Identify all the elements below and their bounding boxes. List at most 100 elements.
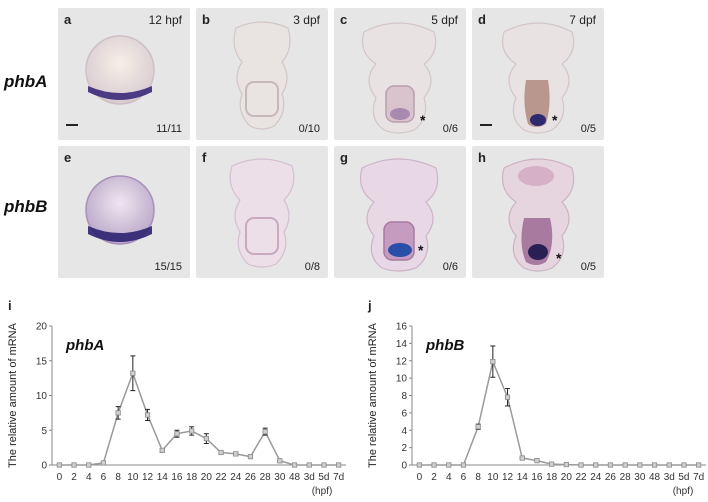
data-point	[490, 359, 496, 365]
panel-count: 0/6	[442, 123, 458, 135]
y-tick-label: 10	[396, 374, 408, 385]
y-tick-label: 20	[36, 322, 48, 333]
panel-letter: c	[340, 12, 348, 27]
panel-f: f 0/8	[196, 146, 328, 278]
y-tick-label: 14	[396, 339, 408, 350]
data-point	[563, 461, 569, 468]
series-line	[419, 359, 699, 466]
y-tick-label: 2	[401, 443, 407, 454]
x-tick-label: 14	[157, 472, 169, 483]
panel-letter: d	[478, 12, 486, 27]
x-tick-label: 12	[142, 472, 154, 483]
x-tick-label: 30	[274, 472, 286, 483]
x-tick-label: 20	[561, 472, 573, 483]
data-point	[218, 449, 224, 456]
data-point	[651, 462, 658, 468]
y-tick-label: 12	[396, 356, 408, 367]
data-point	[247, 454, 254, 460]
data-point	[86, 462, 92, 468]
x-tick-label: 6	[101, 472, 107, 483]
data-point	[666, 462, 672, 468]
panel-time: 12 hpf	[148, 13, 182, 27]
panel-letter: h	[478, 150, 486, 165]
chart-title: phbA	[65, 337, 104, 354]
panel-time: 5 dpf	[431, 13, 458, 27]
data-point	[71, 462, 77, 468]
embryo-image-a	[85, 35, 155, 105]
y-axis-label: The relative amount of mRNA	[367, 322, 379, 468]
data-point	[115, 410, 121, 416]
panel-d: d 7 dpf 0/5 *	[472, 8, 604, 140]
data-point	[291, 462, 298, 468]
x-tick-label: 26	[245, 472, 257, 483]
scale-bar	[66, 124, 78, 126]
larva-image-b	[233, 21, 291, 130]
panel-letter: e	[64, 150, 72, 165]
x-tick-label: 7d	[693, 472, 704, 483]
panel-count: 0/10	[298, 123, 320, 135]
larva-image-f	[229, 158, 295, 268]
panel-h: h 0/5 *	[472, 146, 604, 278]
x-tick-label: 0	[57, 472, 63, 483]
data-point	[233, 451, 239, 457]
chart-letter: j	[367, 298, 372, 313]
row-label-phba: phbA	[4, 72, 48, 91]
chart-letter: i	[8, 298, 12, 313]
data-point	[159, 447, 165, 454]
x-tick-label: 48	[289, 472, 301, 483]
data-point	[622, 462, 628, 468]
data-point	[681, 462, 687, 468]
data-point	[189, 428, 195, 434]
x-tick-label: 18	[186, 472, 198, 483]
embryo-image-e	[85, 175, 155, 245]
y-tick-label: 0	[41, 461, 47, 472]
x-tick-label: 4	[446, 472, 452, 483]
x-tick-label: 30	[634, 472, 646, 483]
x-tick-label: 5d	[318, 472, 329, 483]
data-point	[203, 435, 209, 442]
x-tick-label: 26	[605, 472, 617, 483]
data-point	[475, 424, 481, 430]
x-tick-label: 2	[431, 472, 437, 483]
panel-count: 15/15	[154, 261, 182, 273]
panel-c: c 5 dpf 0/6 *	[334, 8, 466, 140]
x-tick-label: 18	[546, 472, 558, 483]
y-tick-label: 6	[401, 408, 407, 419]
x-tick-label: 24	[590, 472, 602, 483]
x-tick-label: 16	[531, 472, 543, 483]
data-point	[130, 370, 136, 376]
x-tick-label: 48	[649, 472, 661, 483]
x-tick-label: 28	[260, 472, 272, 483]
x-tick-label: 4	[86, 472, 92, 483]
row-label-phbb: phbB	[4, 197, 48, 216]
chart-title: phbB	[425, 337, 464, 354]
larva-image-h	[501, 158, 575, 272]
data-point	[100, 460, 107, 466]
y-tick-label: 15	[36, 356, 48, 367]
data-point	[578, 462, 584, 468]
data-point	[431, 462, 437, 468]
data-point	[696, 462, 702, 468]
x-tick-label: 5d	[678, 472, 689, 483]
panel-a: a 12 hpf 11/11	[58, 8, 190, 140]
data-point	[593, 462, 599, 468]
panel-letter: a	[64, 12, 72, 27]
x-tick-label: 3d	[664, 472, 675, 483]
x-tick-label: 22	[215, 472, 227, 483]
y-tick-label: 10	[36, 391, 48, 402]
asterisk-marker: *	[556, 250, 562, 266]
panel-letter: g	[340, 150, 348, 165]
y-tick-label: 5	[41, 426, 47, 437]
panel-count: 0/5	[580, 123, 596, 135]
x-tick-label: 12	[502, 472, 514, 483]
x-tick-label: 3d	[304, 472, 315, 483]
x-tick-label: 22	[575, 472, 587, 483]
x-tick-label: 14	[517, 472, 529, 483]
x-tick-label: 16	[171, 472, 183, 483]
data-point	[56, 462, 62, 468]
data-point	[504, 394, 511, 400]
x-tick-label: 20	[201, 472, 213, 483]
data-point	[277, 458, 283, 464]
x-axis-unit: (hpf)	[673, 486, 694, 497]
